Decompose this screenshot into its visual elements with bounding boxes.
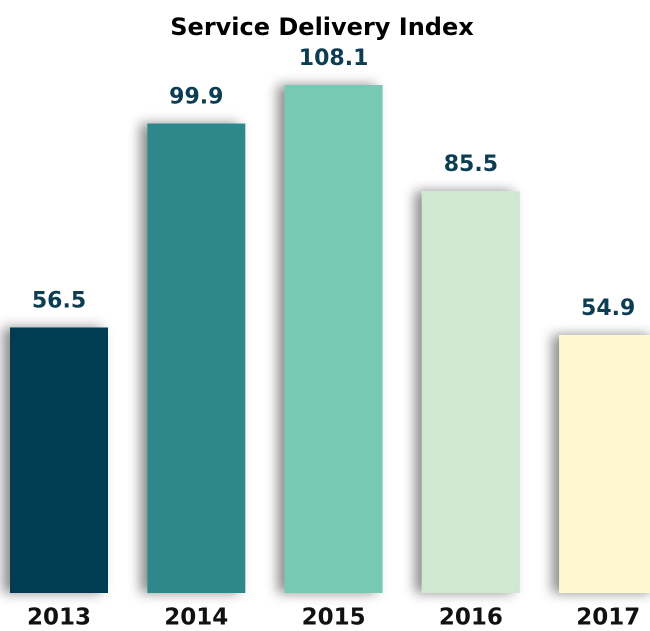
- x-tick-label: 2017: [576, 605, 640, 631]
- value-label: 99.9: [169, 85, 223, 110]
- value-label: 108.1: [299, 46, 369, 71]
- x-tick-label: 2014: [164, 605, 228, 631]
- value-label: 85.5: [444, 152, 498, 177]
- value-label: 54.9: [581, 296, 635, 321]
- bar: [559, 335, 650, 593]
- bar: [147, 123, 246, 593]
- x-tick-label: 2013: [27, 605, 91, 631]
- value-label: 56.5: [32, 288, 86, 313]
- chart-title: Service Delivery Index: [170, 13, 474, 41]
- x-tick-label: 2015: [302, 605, 366, 631]
- bar: [421, 191, 520, 593]
- bar: [10, 327, 108, 593]
- bar: [284, 85, 383, 593]
- x-tick-label: 2016: [439, 605, 503, 631]
